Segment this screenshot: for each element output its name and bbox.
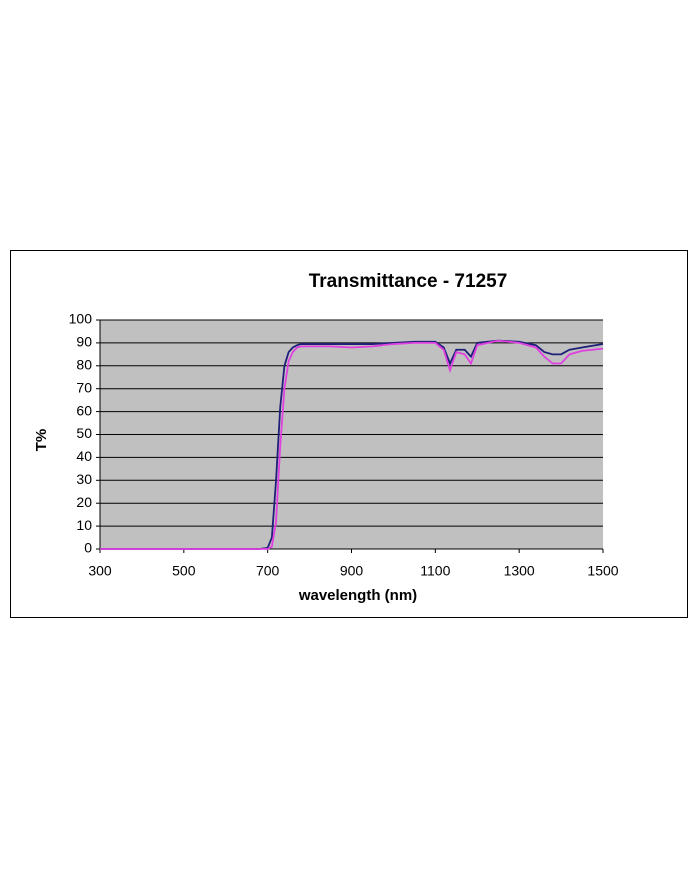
x-tick-label: 700	[256, 563, 280, 579]
x-tick-label: 900	[340, 563, 364, 579]
x-tick-label: 1100	[420, 563, 450, 579]
y-tick-label: 40	[76, 448, 92, 464]
y-tick-label: 30	[76, 471, 92, 487]
y-tick-label: 10	[76, 517, 92, 533]
x-tick-label: 500	[172, 563, 196, 579]
y-tick-label: 100	[69, 311, 93, 327]
y-tick-label: 60	[76, 402, 92, 418]
y-tick-label: 80	[76, 357, 92, 373]
y-tick-label: 20	[76, 494, 92, 510]
series-line	[100, 339, 604, 550]
x-axis-label: wavelength (nm)	[298, 587, 417, 604]
x-tick-label: 1300	[504, 563, 535, 579]
y-tick-label: 70	[76, 379, 92, 395]
y-tick-label: 0	[84, 540, 92, 556]
x-tick-label: 1500	[587, 563, 618, 579]
chart-title: Transmittance - 71257	[309, 271, 508, 292]
y-tick-label: 50	[76, 425, 92, 441]
series-line	[100, 339, 604, 550]
y-axis-label: T%	[33, 429, 50, 452]
x-tick-label: 300	[88, 563, 112, 579]
y-tick-label: 90	[76, 334, 92, 350]
